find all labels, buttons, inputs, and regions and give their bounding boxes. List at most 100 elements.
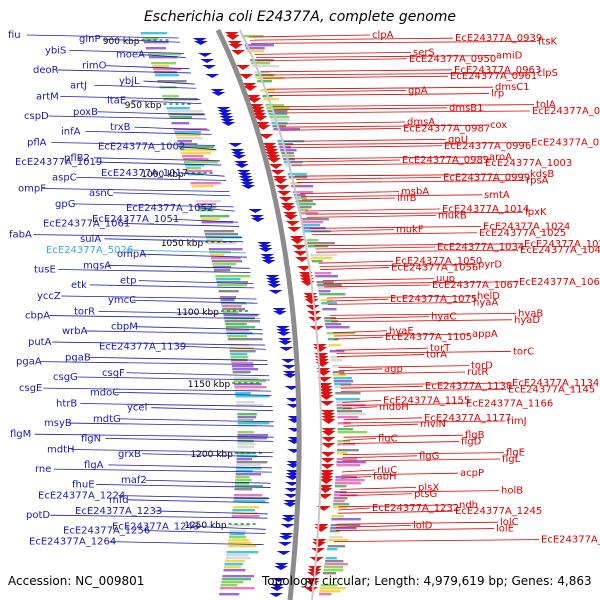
cds-forward-arrow (248, 209, 263, 213)
cds-reverse-arrow (278, 197, 293, 202)
feature-band (237, 416, 257, 419)
gene-label-ybjl: ybjL (119, 76, 140, 87)
feature-band (232, 509, 255, 512)
cds-forward-arrow (230, 149, 245, 153)
gene-label-ece24377a-1138: EcE24377A_1138 (425, 381, 512, 392)
gene-label-mdoh: mdoH (379, 402, 409, 413)
cds-forward-arrow (210, 89, 225, 93)
gene-label-ece24377a-0950: EcE24377A_0950 (409, 54, 496, 65)
cds-forward-arrow (200, 59, 215, 63)
gene-label-flgn: flgN (81, 433, 101, 444)
feature-band (226, 554, 249, 557)
gene-label-ece24377a-1002: EcE24377A_1002 (98, 142, 185, 153)
cds-reverse-arrow (321, 428, 336, 433)
cds-reverse-arrow (280, 203, 295, 208)
feature-band (320, 587, 346, 590)
cds-forward-arrow (258, 245, 273, 249)
gene-label-tuse: tusE (34, 265, 56, 276)
feature-band (228, 344, 250, 347)
label-leader-line (342, 458, 501, 462)
cds-forward-arrow (218, 113, 233, 117)
feature-band (235, 482, 250, 485)
feature-band (224, 563, 243, 566)
feature-band (333, 380, 353, 383)
feature-band (263, 98, 279, 101)
cds-forward-arrow (283, 374, 298, 378)
gene-label-ece24377a-1052: EcE24377A_1052 (126, 203, 213, 214)
feature-band (334, 485, 347, 488)
feature-band (186, 170, 213, 173)
feature-band (235, 395, 270, 398)
cds-reverse-arrow (227, 41, 242, 46)
feature-band (235, 476, 250, 479)
label-leader-line (333, 330, 388, 334)
gene-label-grxb: grxB (118, 449, 141, 460)
feature-band (177, 140, 192, 143)
feature-band (206, 239, 224, 242)
feature-band (336, 452, 348, 455)
gene-label-flgg: flgG (419, 451, 439, 462)
cds-reverse-arrow (262, 143, 277, 148)
feature-band (225, 557, 251, 560)
gene-label-asnc: asnC (89, 188, 114, 199)
feature-band (280, 149, 297, 152)
gene-label-ece24377a-0961: EcE24377A_0961 (450, 71, 537, 82)
gene-label-hyad: hyaD (514, 315, 540, 326)
feature-band (337, 413, 366, 416)
label-leader-line (305, 208, 441, 212)
cds-forward-arrow (217, 110, 232, 114)
gene-label-sers: serS (413, 47, 435, 58)
label-leader-line (343, 423, 419, 427)
gene-label-flgc: flgC (378, 433, 398, 444)
feature-band (233, 500, 266, 503)
label-leader-line (248, 34, 371, 38)
label-leader-line (131, 100, 202, 105)
gene-label-ece24377a-1019: EcE24377A_1019 (15, 157, 102, 168)
cds-forward-arrow (274, 563, 289, 567)
label-leader-line (95, 161, 222, 166)
gene-label-ece24377a-1051: EcE24377A_1051 (92, 214, 179, 225)
feature-band (324, 563, 348, 566)
label-leader-line (143, 530, 266, 534)
gene-label-ymcc: ymcC (108, 295, 136, 306)
label-leader-line (85, 130, 212, 135)
cds-forward-arrow (278, 542, 293, 546)
feature-band (302, 224, 321, 227)
feature-band (314, 272, 332, 275)
feature-band (333, 503, 350, 506)
gene-label-ece24377a-1067: EcE24377A_1067 (432, 280, 519, 291)
gene-label-tord: torD (471, 361, 493, 372)
cds-reverse-arrow (230, 50, 245, 55)
label-leader-line (274, 110, 531, 114)
feature-band (227, 545, 257, 548)
cds-forward-arrow (261, 260, 276, 264)
gene-label-hyab: hyaB (518, 308, 543, 319)
label-leader-line (334, 336, 384, 340)
cds-forward-arrow (282, 371, 297, 375)
gene-label-ece24377a-1256: EcE24377A_1256 (63, 526, 150, 537)
gene-label-ece24377a-1034: EcE24377A_1034 (437, 242, 524, 253)
cds-reverse-arrow (321, 416, 336, 421)
feature-band (142, 38, 159, 41)
genome-summary: Topology: circular; Length: 4,979,619 bp… (262, 574, 592, 588)
cds-forward-arrow (240, 182, 255, 186)
label-leader-line (338, 507, 371, 511)
gene-label-flgb: flgB (465, 430, 485, 441)
label-leader-line (327, 298, 389, 302)
cds-reverse-arrow (306, 311, 321, 316)
label-leader-line (80, 403, 273, 407)
cds-forward-arrow (193, 41, 208, 45)
gene-label-ece24377a-1050: EcE24377A_1050 (395, 256, 482, 267)
feature-band (321, 302, 337, 305)
tick-label: 1250 kbp (184, 521, 227, 531)
gene-label-ompf: ompF (18, 184, 46, 195)
feature-band (195, 200, 222, 203)
feature-band (325, 560, 344, 563)
label-leader-line (93, 157, 220, 162)
gene-label-dmsb1: dmsB1 (449, 103, 484, 114)
cds-reverse-arrow (298, 272, 313, 277)
cds-forward-arrow (275, 326, 290, 330)
label-leader-line (323, 281, 518, 285)
label-leader-line (343, 441, 460, 444)
feature-band (237, 446, 255, 449)
